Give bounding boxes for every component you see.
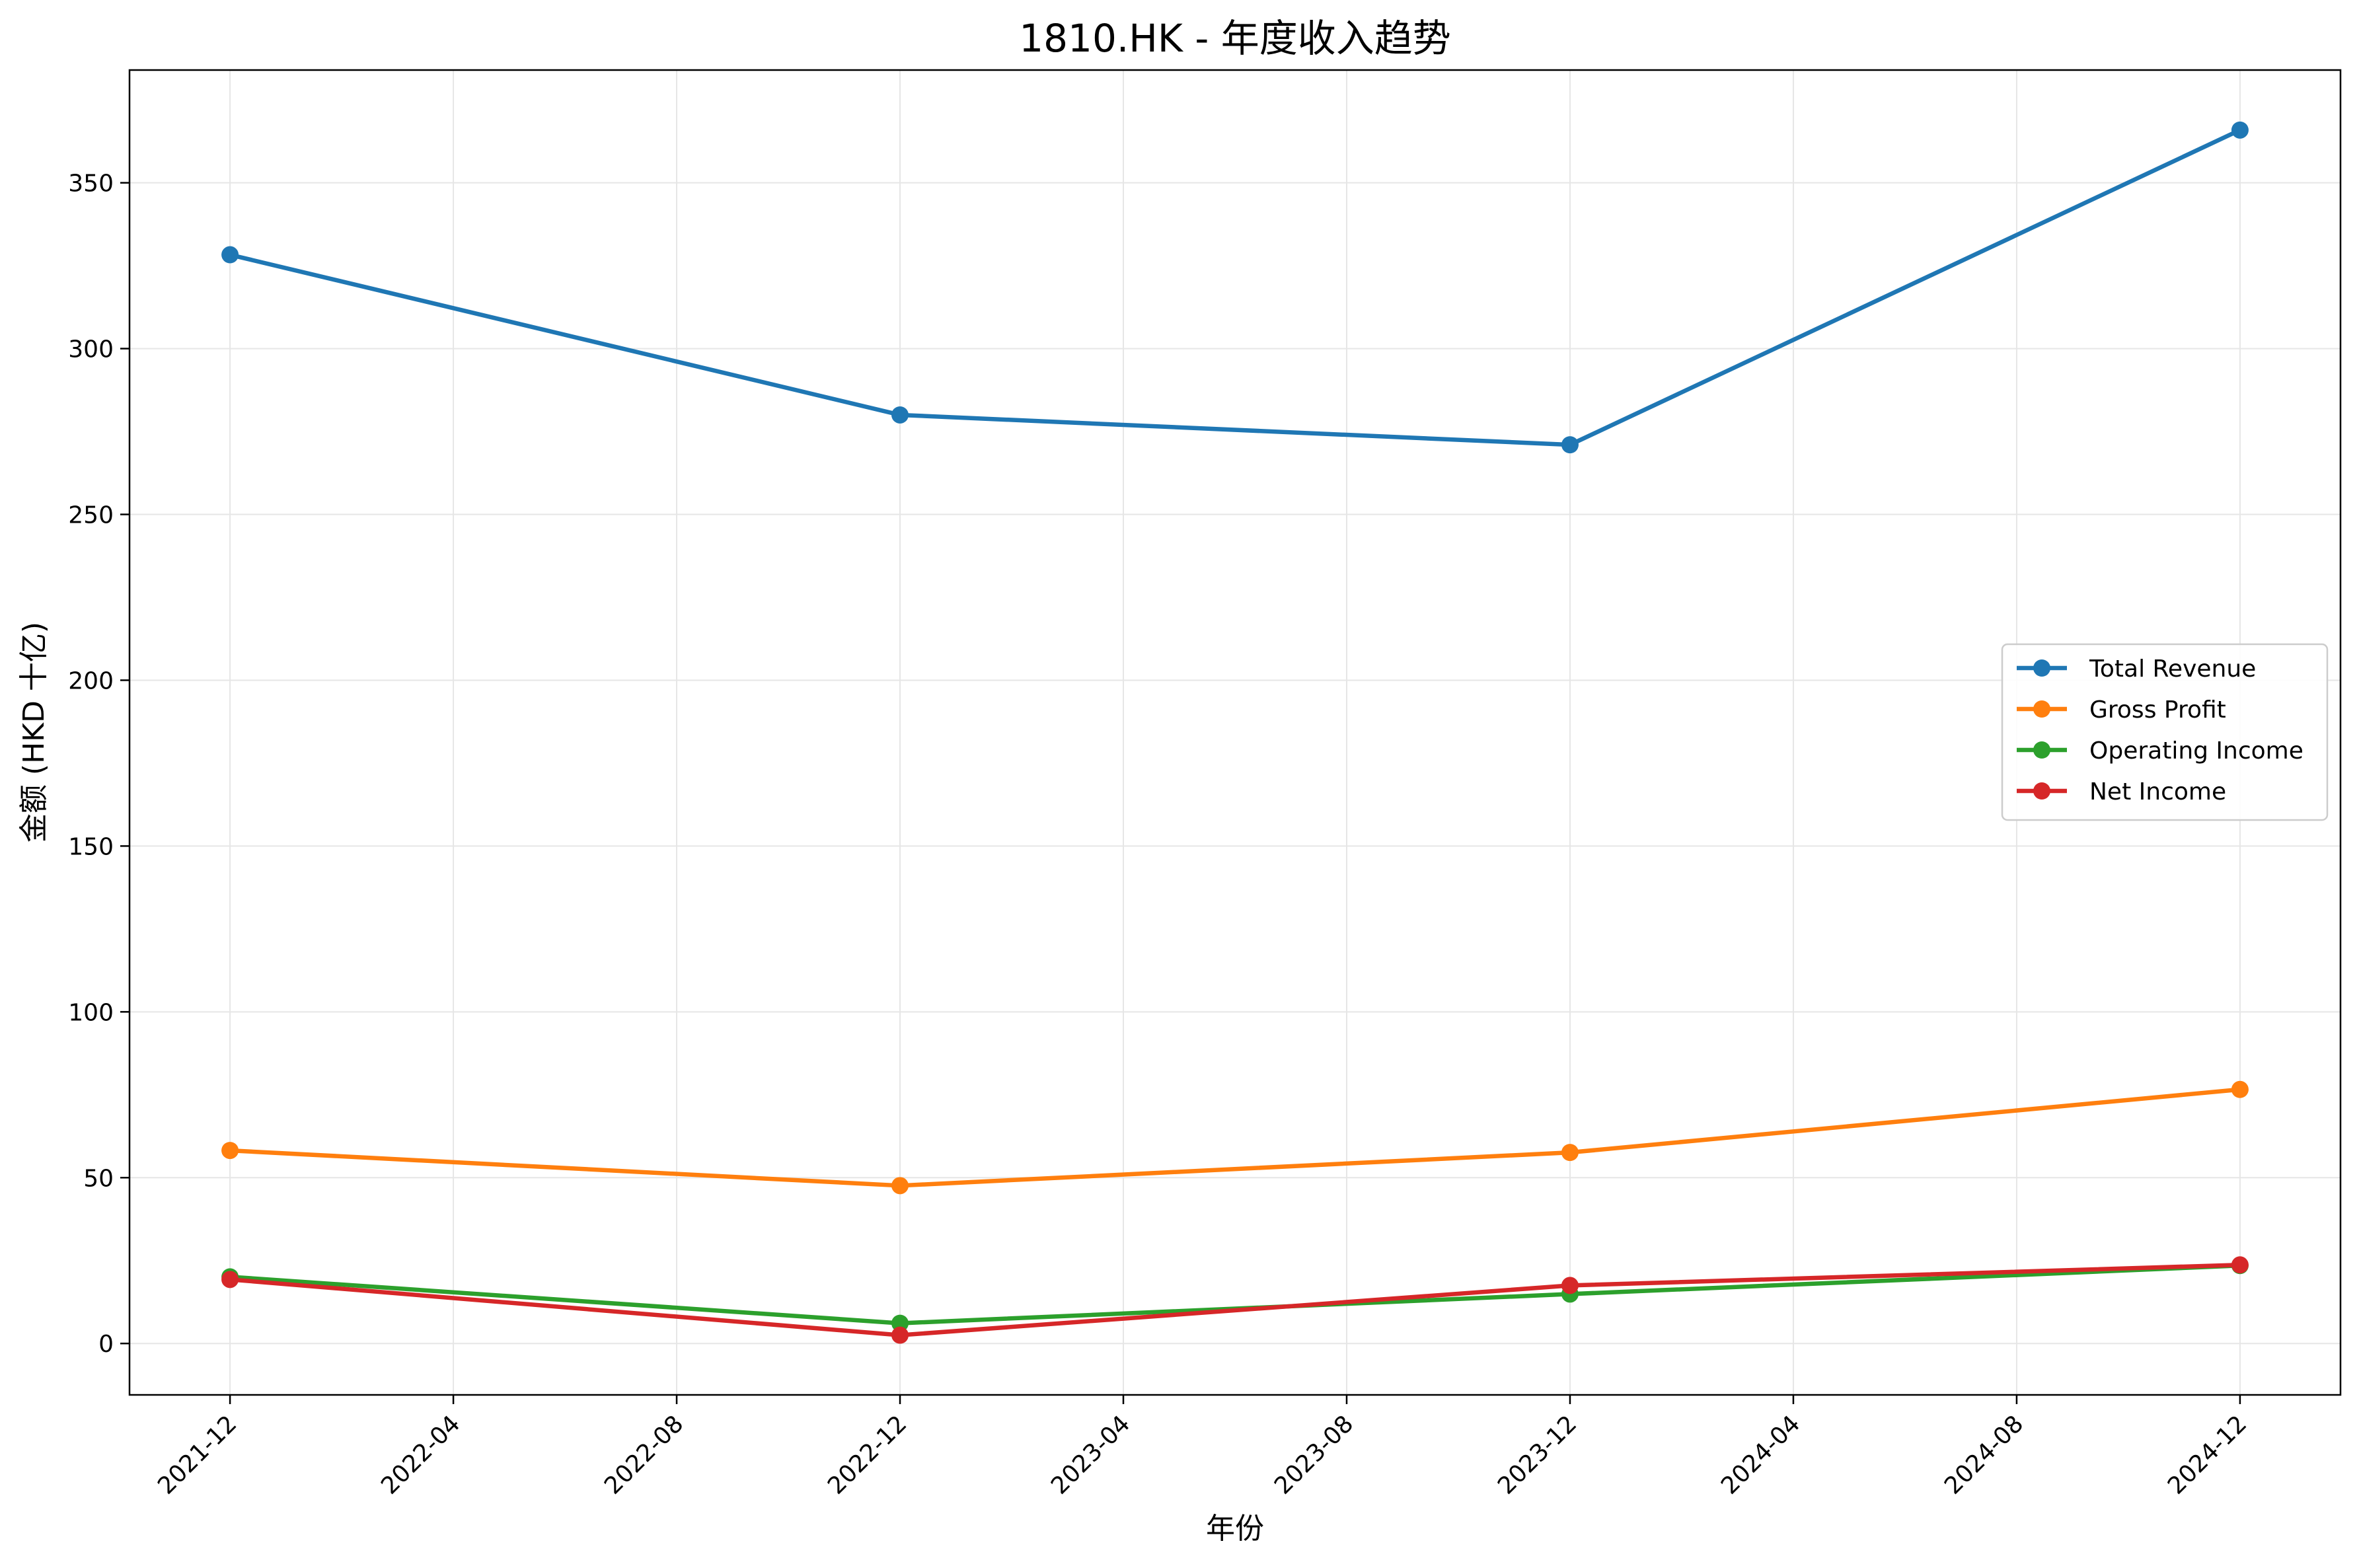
x-tick-label: 2021-12 (153, 1410, 242, 1499)
data-point-net-income (221, 1271, 239, 1288)
data-point-operating-income (891, 1314, 909, 1332)
y-axis-label: 金额 (HKD 十亿) (17, 622, 51, 842)
x-tick-label: 2024-12 (2163, 1410, 2252, 1499)
data-point-net-income (1561, 1277, 1579, 1294)
data-point-net-income (891, 1326, 909, 1344)
data-point-total-revenue (221, 246, 239, 264)
series-line-gross-profit (229, 1087, 2241, 1188)
legend-box (2001, 643, 2329, 821)
legend-label: Gross Profit (2089, 696, 2226, 724)
series-line-net-income (229, 1263, 2241, 1337)
y-tick-label: 0 (98, 1331, 114, 1358)
x-tick-label: 2022-12 (823, 1410, 912, 1499)
x-axis-ticks: 2021-12 2022-04 2022-08 2022-12 2023-04 2023-… (153, 1395, 2252, 1500)
x-tick-label: 2022-04 (376, 1410, 465, 1499)
data-point-gross-profit (2231, 1080, 2249, 1098)
y-axis-ticks: 0 50 100 150 200 250 300 350 (68, 170, 130, 1358)
chart-title: 1810.HK - 年度收入趋势 (1019, 16, 1451, 61)
data-point-total-revenue (891, 406, 909, 424)
data-point-net-income (2231, 1256, 2249, 1274)
y-tick-label: 100 (68, 999, 114, 1026)
legend-label: Net Income (2089, 778, 2226, 805)
x-tick-label: 2022-08 (599, 1410, 689, 1499)
data-point-total-revenue (1561, 436, 1579, 454)
data-point-total-revenue (2231, 121, 2249, 139)
x-tick-label: 2023-08 (1269, 1410, 1359, 1499)
legend-marker (2033, 700, 2050, 718)
y-tick-label: 150 (68, 833, 114, 860)
y-tick-label: 50 (83, 1165, 114, 1192)
legend: Total Revenue Gross Profit Operating Incom… (2001, 643, 2329, 821)
legend-marker (2033, 659, 2050, 677)
y-tick-label: 300 (68, 336, 114, 363)
legend-marker (2033, 782, 2050, 800)
y-tick-label: 200 (68, 667, 114, 694)
data-point-gross-profit (1561, 1144, 1579, 1162)
x-tick-label: 2024-04 (1716, 1410, 1805, 1499)
y-tick-label: 350 (68, 170, 114, 198)
x-tick-label: 2023-12 (1493, 1410, 1582, 1499)
plot-frame (128, 69, 2342, 1396)
series-lines (221, 121, 2249, 1344)
data-point-gross-profit (221, 1142, 239, 1160)
y-tick-label: 250 (68, 502, 114, 529)
x-tick-label: 2023-04 (1046, 1410, 1135, 1499)
x-axis-label: 年份 (1206, 1512, 1264, 1546)
data-point-gross-profit (891, 1177, 909, 1195)
legend-label: Operating Income (2089, 737, 2303, 765)
legend-label: Total Revenue (2089, 655, 2256, 683)
x-tick-label: 2024-08 (1939, 1410, 2029, 1499)
legend-marker (2033, 741, 2050, 759)
series-line-total-revenue (229, 128, 2241, 447)
